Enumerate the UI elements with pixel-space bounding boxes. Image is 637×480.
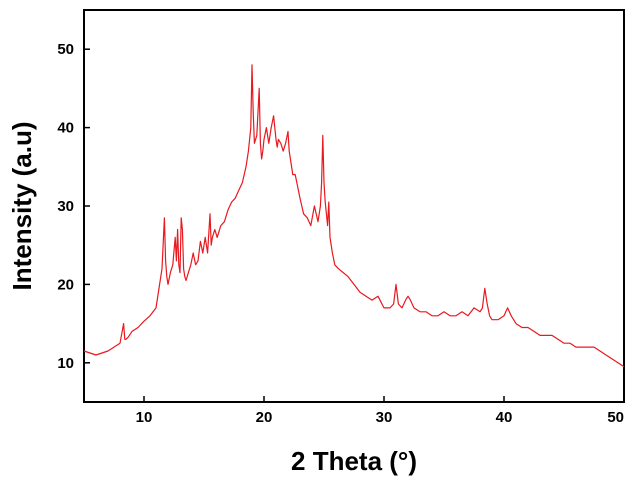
y-tick-label: 10 (57, 355, 74, 372)
x-axis-label: 2 Theta (°) (291, 446, 417, 476)
x-tick-label: 40 (496, 409, 513, 426)
x-tick-label: 30 (376, 409, 393, 426)
plot-frame (83, 9, 625, 403)
y-tick-label: 30 (57, 198, 74, 215)
y-axis-ticks: 10 20 30 40 50 (57, 41, 90, 372)
x-tick-label: 20 (256, 409, 273, 426)
y-axis-label: Intensity (a.u) (7, 121, 37, 290)
series-line (83, 64, 625, 368)
x-tick-label: 10 (136, 409, 153, 426)
x-axis-ticks: 10 20 30 40 50 (136, 396, 625, 426)
y-tick-label: 20 (57, 276, 74, 293)
y-tick-label: 50 (57, 41, 74, 58)
y-tick-label: 40 (57, 120, 74, 137)
x-tick-label: 50 (607, 409, 624, 426)
